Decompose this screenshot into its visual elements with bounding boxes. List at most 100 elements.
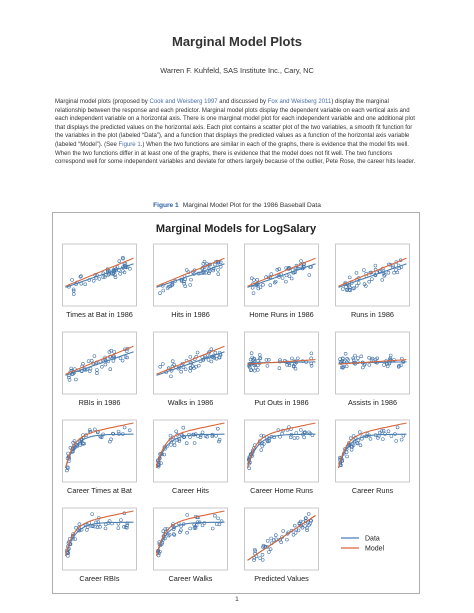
panel-4: Runs in 1986 [335,243,410,319]
data-point [83,282,87,287]
data-point [348,436,353,440]
data-point [341,365,346,369]
data-point [346,441,351,445]
data-point [345,288,349,293]
data-point [399,363,403,368]
data-point [259,433,264,438]
data-point [207,269,212,273]
data-point [353,353,357,358]
data-point [355,440,359,445]
data-point [206,358,211,362]
data-point [269,272,274,276]
data-point [125,355,129,360]
model-fit-line [64,510,134,556]
data-fit-line [155,521,225,556]
data-point [351,358,356,362]
data-point [247,466,251,471]
data-point [174,429,178,434]
data-point [266,439,270,444]
data-point [386,429,391,434]
data-point [309,519,313,523]
data-point [165,286,170,290]
data-fit-line [64,433,134,468]
data-point [103,275,107,279]
data-point [158,291,162,295]
marginal-model-plot: Marginal Models for LogSalary Times at Ba… [52,212,420,594]
data-point [81,442,85,446]
data-point [77,522,82,526]
data-point [170,359,175,363]
data-point [347,275,352,280]
data-fit-line [156,351,225,376]
data-point [97,277,102,281]
data-point [397,363,401,368]
data-point [108,367,113,371]
data-point [72,292,76,296]
data-point [287,363,292,368]
data-point [161,362,165,366]
data-fit-line [65,351,134,376]
data-point [285,537,289,542]
data-point [338,357,342,361]
data-point [116,429,121,434]
data-point [188,365,193,370]
data-point [277,267,281,271]
abstract-text-4: .) When the two functions are similar in… [55,141,416,166]
data-point [307,523,311,527]
data-point [69,366,73,371]
data-point [268,283,273,287]
data-point [85,528,89,532]
data-point [253,547,257,552]
model-fit-line [156,257,225,287]
panel-label: Career Walks [169,574,213,583]
data-point [183,367,188,372]
panel-frame [244,419,319,483]
data-point [175,433,180,437]
panel-frame [153,331,228,395]
data-point [364,284,368,288]
model-fit-line [247,359,316,365]
data-point [293,366,298,371]
data-point [249,351,254,355]
data-point [380,278,385,282]
data-point [213,350,218,355]
data-point [295,436,300,440]
data-point [394,439,398,443]
data-point [172,533,177,537]
data-point [399,437,404,442]
data-point [123,355,128,359]
data-point [274,533,278,537]
data-point [168,433,173,438]
data-fit-line [246,433,316,468]
panel-label: Career Runs [352,486,394,495]
data-point [306,512,311,516]
citation-link-cook[interactable]: Cook and Weisberg 1997 [149,99,218,105]
data-point [103,362,108,367]
data-point [95,368,99,372]
abstract-text-2: and discussed by [217,99,268,105]
citation-link-fox[interactable]: Fox and Weisberg 2011 [267,99,332,105]
data-point [264,358,269,362]
data-point [299,428,303,432]
data-point [255,278,259,282]
panel-label: Home Runs in 1986 [249,310,314,319]
panel-frame [335,243,410,307]
data-point [252,556,257,560]
data-point [116,526,121,530]
data-point [275,268,280,272]
data-fit-line [64,521,134,556]
panel-6: Walks in 1986 [153,331,228,407]
data-point [121,269,125,273]
data-point [386,270,391,275]
data-point [339,365,344,370]
data-fit-line [337,433,407,468]
data-point [205,434,209,439]
data-point [261,283,265,287]
figure-link[interactable]: Figure 1 [118,141,141,148]
data-point [188,526,192,531]
data-point [217,437,222,442]
panel-13: Career RBIs [62,507,137,583]
data-point [216,516,220,521]
data-point [256,368,260,372]
panel-1: Times at Bat in 1986 [62,243,137,319]
